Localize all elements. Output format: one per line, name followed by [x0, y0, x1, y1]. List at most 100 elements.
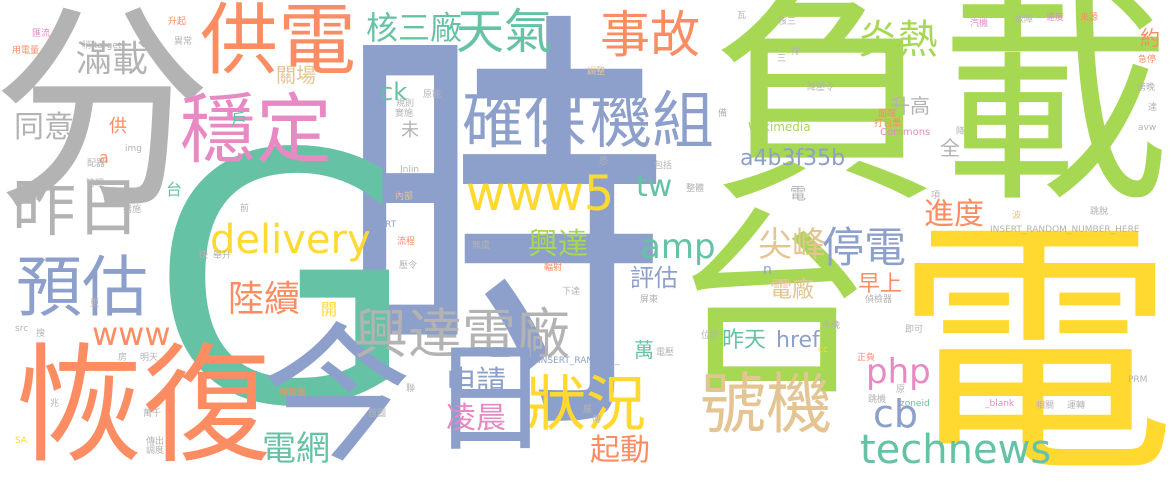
word: 舉升 [213, 251, 232, 261]
word: SA [15, 436, 28, 446]
word: n [763, 262, 772, 278]
word: 速度 [1046, 13, 1065, 23]
word: 傳 [592, 415, 602, 425]
word: 今 [262, 310, 413, 482]
word: 狀況 [526, 370, 646, 440]
word: technews [860, 427, 1052, 473]
word: 恐 [599, 157, 609, 167]
word: 天氣 [456, 4, 553, 60]
word: 轉容量 [279, 388, 307, 398]
word: 電 [790, 184, 807, 203]
word: 壓令 [399, 261, 418, 271]
word: amp [640, 227, 716, 267]
word: img [125, 144, 142, 154]
word: 事故 [600, 6, 700, 64]
word: 興達電廠 [354, 303, 570, 366]
word: 規則 [396, 99, 415, 109]
word: 穩定 [180, 85, 332, 174]
word: 供 [109, 116, 127, 137]
word: a [99, 148, 109, 167]
word: 即可 [905, 325, 924, 335]
word: INSERT_RANDOM_ [538, 356, 620, 366]
word: 瓦 [737, 11, 747, 21]
word: 號機 [700, 366, 832, 443]
word: 明天 [140, 353, 159, 363]
word: 恢復 [15, 332, 272, 481]
word: 尖峰 [758, 225, 826, 265]
word: 起動 [590, 433, 650, 468]
word: 更 [90, 299, 100, 309]
word: 早上 [858, 272, 903, 297]
word: 傳出 [146, 437, 165, 447]
word: 興達 [528, 227, 588, 262]
word: 評估 [630, 264, 678, 292]
word: 嚴 [583, 405, 593, 415]
word: 機組 [590, 84, 715, 157]
word: PRM [1128, 375, 1148, 385]
word: 內部 [395, 192, 414, 202]
word: avw [1138, 123, 1157, 133]
word: 運轉 [1067, 401, 1086, 411]
word: 負載 [710, 0, 1171, 234]
word: a4b3f35b [740, 146, 846, 171]
word: 汽機 [970, 19, 989, 29]
word: 輻射 [544, 263, 563, 273]
word: delivery [210, 217, 371, 263]
word: 滿載 [76, 39, 149, 80]
word: 進度 [924, 197, 984, 232]
word: 供電 [200, 0, 357, 86]
word: 急停 [1138, 55, 1157, 65]
word: 正負 [857, 353, 876, 363]
word: 實施 [395, 109, 414, 119]
word: 稍 [82, 41, 92, 51]
word: 兆 [50, 399, 60, 409]
word: 異常 [174, 37, 193, 47]
word: 炎熱 [858, 17, 938, 63]
word: 快 [199, 251, 209, 261]
word: 用電量 [12, 46, 40, 56]
word: 匯流 [32, 29, 51, 39]
word: 台 [166, 180, 183, 199]
word: cc [818, 345, 828, 355]
word: 相關 [1036, 401, 1055, 411]
word: Wikimedia [748, 120, 811, 134]
word: 調整 [587, 67, 606, 77]
word: 原能 [423, 90, 442, 100]
word: 配器 [87, 159, 106, 169]
word: 電 [893, 195, 1175, 482]
word: 跳機 [868, 395, 887, 405]
word: 今晚 [822, 321, 841, 331]
word: 跳脫 [1090, 207, 1109, 217]
word: 日 [430, 330, 550, 469]
word: Jnlin [400, 165, 420, 175]
word: www5 [466, 166, 615, 222]
word: 位於 [701, 331, 720, 341]
word: 分 [0, 0, 213, 240]
word: 打包票 [874, 119, 902, 129]
word: 搜 [36, 329, 46, 339]
word: 整體 [686, 184, 705, 194]
word: 萬千 [143, 409, 162, 419]
word: 故障 [1015, 15, 1034, 25]
word: php [866, 352, 931, 392]
word: 升起 [168, 17, 187, 27]
word: 降壓令 [807, 83, 835, 93]
word: 調度 [146, 446, 165, 456]
word: Commons [880, 127, 931, 138]
word: 流程 [397, 237, 416, 247]
word: src [15, 324, 29, 334]
word: 項 [931, 191, 941, 201]
word: 屏東 [640, 295, 659, 305]
word: 房 [118, 353, 128, 363]
word: 前 [240, 204, 250, 214]
word: 達 [1148, 103, 1158, 113]
word: 昨天 [722, 328, 767, 353]
word: 時 [338, 0, 668, 482]
word: 凌晨 [446, 401, 506, 436]
word: 陸續 [228, 279, 301, 320]
word: 來源 [1080, 13, 1099, 23]
word: RT [385, 220, 397, 230]
word: 台 [672, 191, 873, 424]
word: INSERT_RANDOM_NUMBER_HERE [990, 225, 1140, 235]
